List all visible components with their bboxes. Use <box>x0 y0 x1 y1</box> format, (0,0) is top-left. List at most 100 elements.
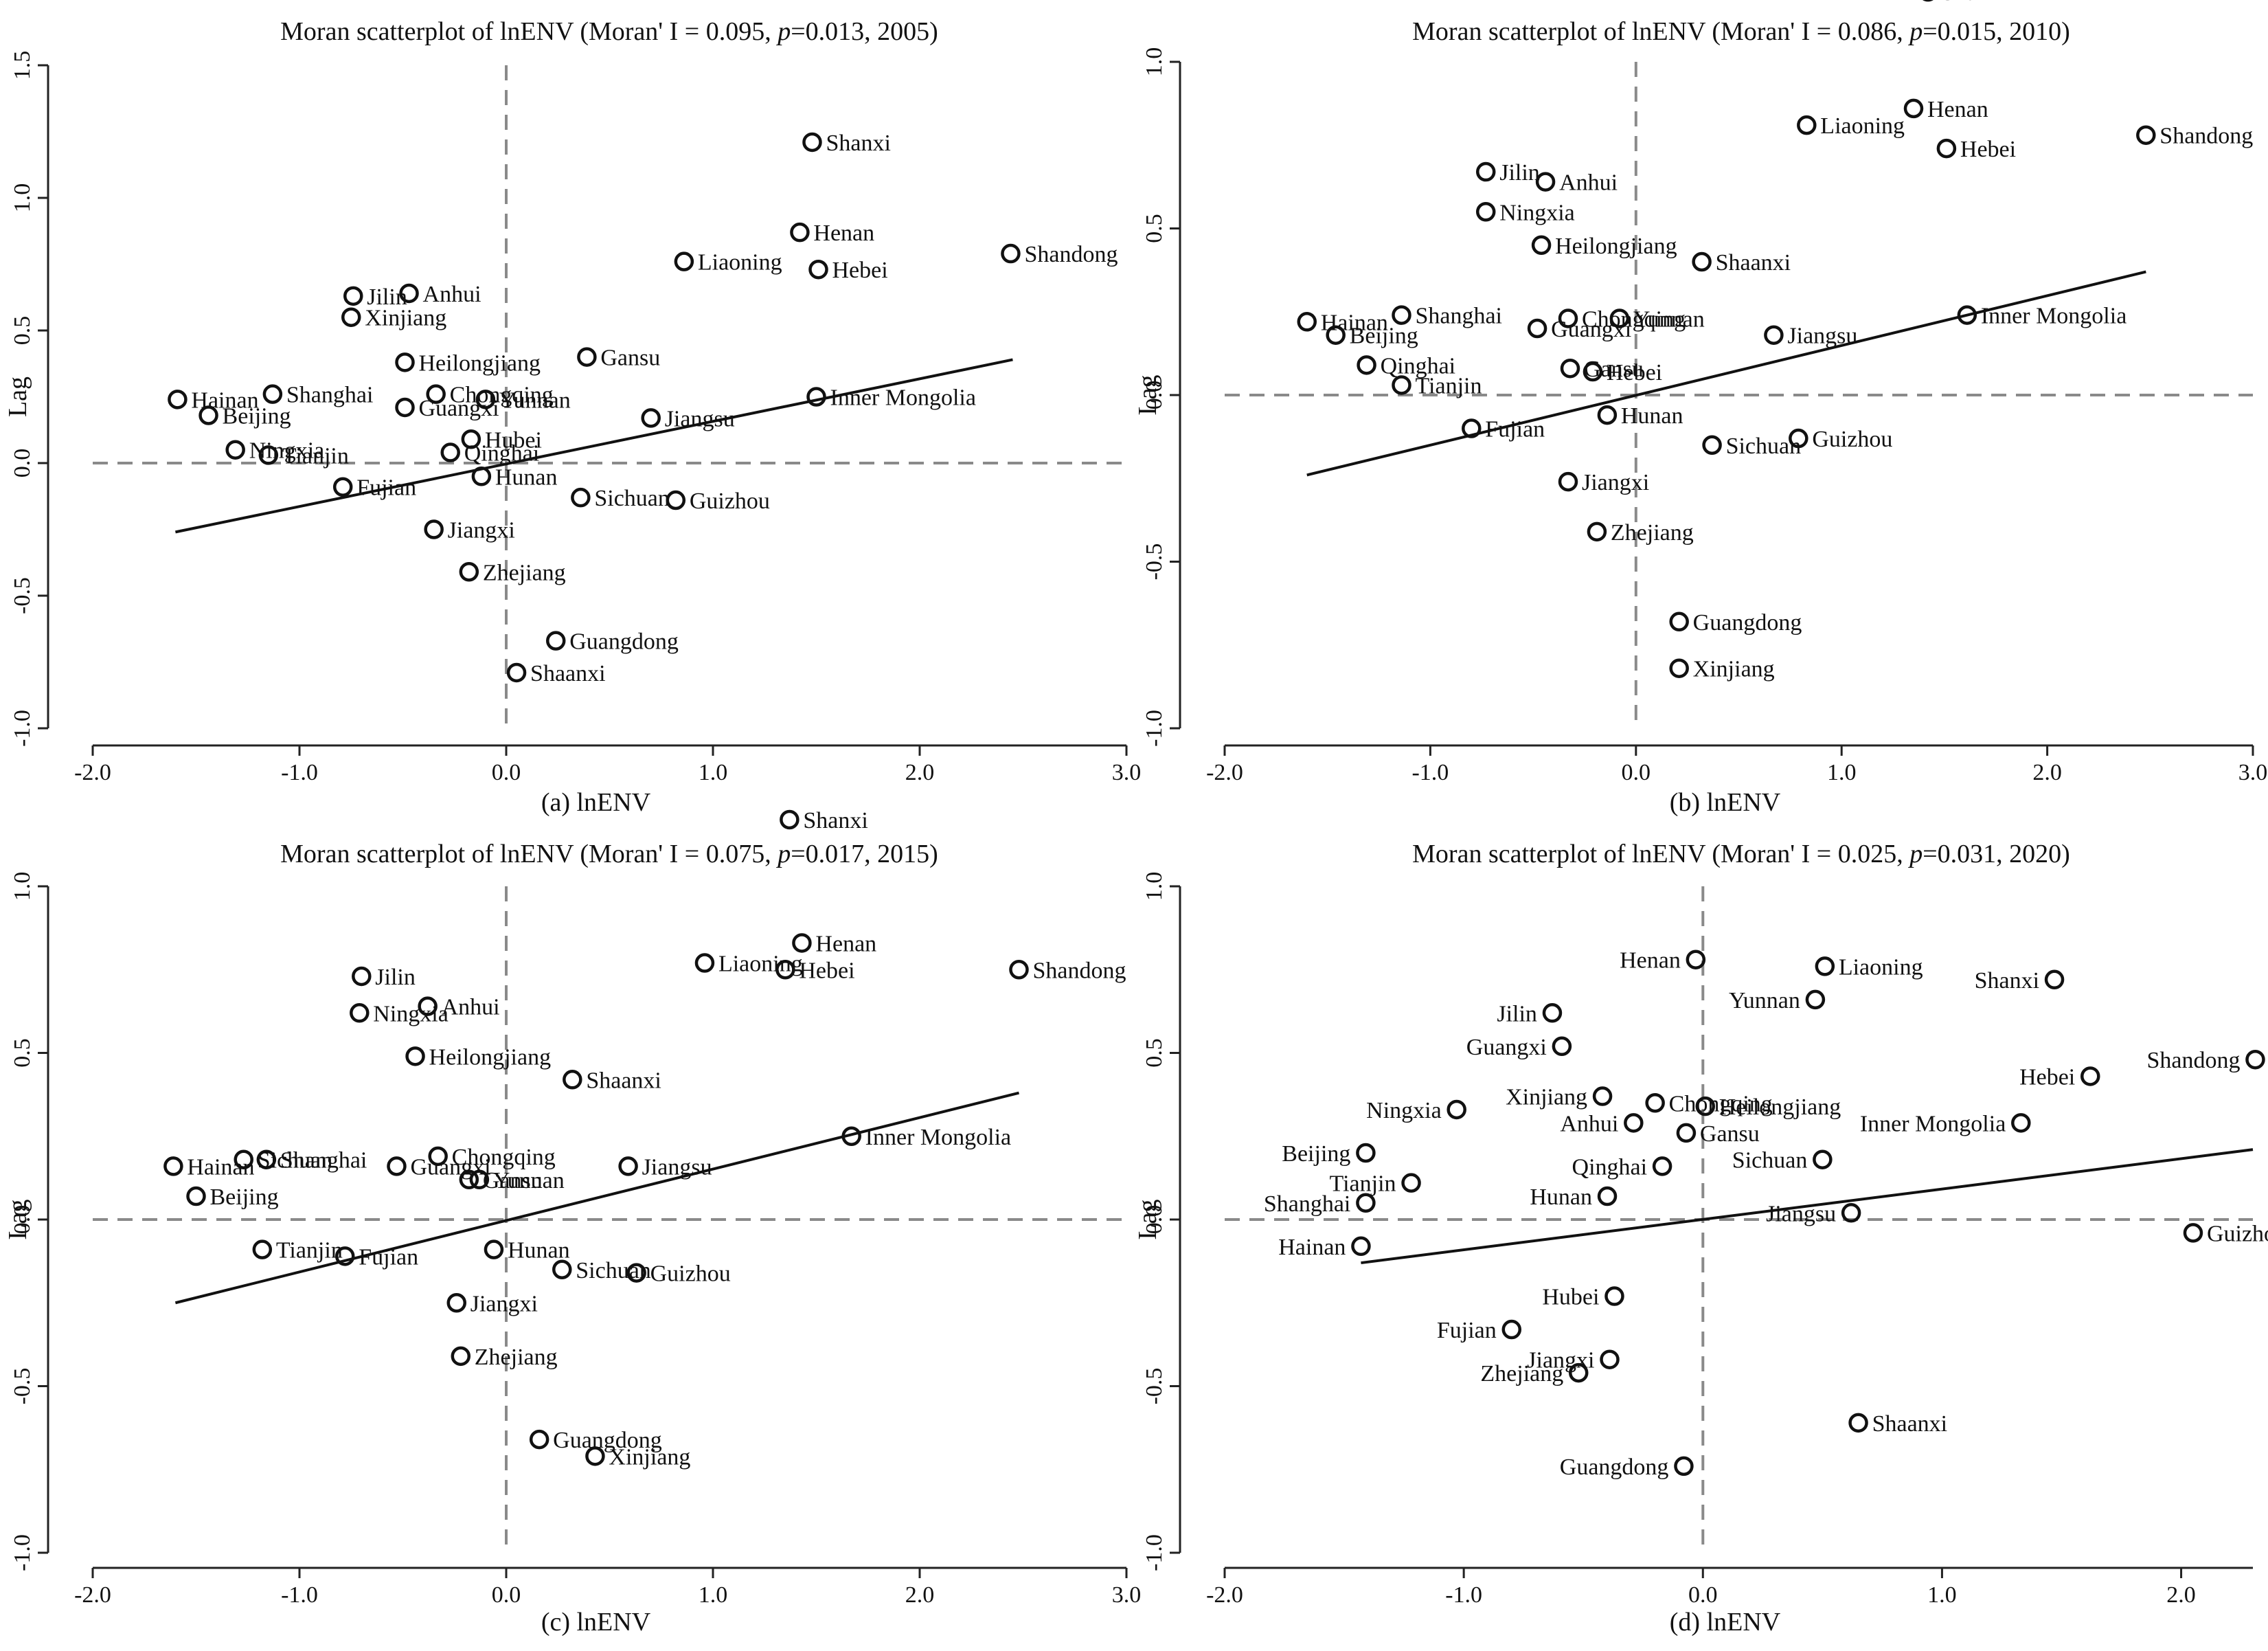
data-point <box>471 467 492 486</box>
point-label: Jilin <box>375 965 416 990</box>
data-point <box>1401 1173 1421 1193</box>
data-point <box>585 1446 605 1466</box>
point-label: Zhejiang <box>483 560 566 585</box>
point-label: Liaoning <box>698 250 782 276</box>
point-label: Chongqing <box>1669 1091 1773 1116</box>
data-point <box>2044 969 2065 990</box>
data-point <box>1558 308 1578 328</box>
data-point <box>1764 325 1784 345</box>
y-axis-title: Lag <box>3 1199 32 1239</box>
data-point <box>484 1239 504 1259</box>
data-point <box>334 1246 355 1266</box>
point-label: Guizhou <box>690 488 770 514</box>
data-point <box>1841 1203 1861 1223</box>
point-label: Inner Mongolia <box>1981 304 2127 329</box>
data-point <box>1001 243 1021 264</box>
x-axis-title: (d) lnENV <box>1670 1608 1781 1637</box>
title-suffix: =0.031, 2020) <box>1923 840 2070 868</box>
point-label: Yunnan <box>1633 306 1705 332</box>
data-point <box>1676 1123 1697 1143</box>
data-point <box>563 1070 582 1090</box>
y-tick-label: -0.5 <box>1142 543 1167 581</box>
point-label: Henan <box>1620 948 1681 974</box>
x-tick-label: 0.0 <box>1688 1582 1718 1608</box>
point-label: Jiangxi <box>1582 470 1649 495</box>
point-label: Shaanxi <box>586 1068 661 1093</box>
data-point <box>405 1046 425 1066</box>
point-label: Hunan <box>508 1238 570 1263</box>
data-point <box>1009 960 1029 980</box>
x-axis-title: (a) lnENV <box>541 788 651 817</box>
data-point <box>626 1263 646 1283</box>
data-point <box>618 1156 638 1176</box>
x-tick-label: 2.0 <box>2032 760 2062 785</box>
x-tick-label: -2.0 <box>74 760 111 785</box>
data-point <box>1674 1456 1694 1476</box>
point-label: Hebei <box>1607 360 1662 385</box>
point-label: Guangxi <box>1551 317 1631 342</box>
point-label: Guizhou <box>1812 427 1892 452</box>
point-label: Qinghai <box>1381 353 1456 379</box>
point-label: Hebei <box>832 258 888 283</box>
point-label: Hunan <box>1621 403 1683 429</box>
y-tick-label: 1.5 <box>10 51 35 80</box>
y-tick-label: 0.0 <box>10 449 35 478</box>
y-tick-label: 0.5 <box>1142 1038 1167 1068</box>
y-tick-label: -0.5 <box>1142 1368 1167 1405</box>
point-label: Shanghai <box>286 383 374 408</box>
data-point <box>1957 305 1977 325</box>
point-label: Jiangxi <box>1527 1348 1594 1373</box>
data-point <box>1356 1143 1376 1163</box>
point-label: Inner Mongolia <box>865 1125 1011 1150</box>
data-point <box>256 1149 277 1169</box>
data-point <box>424 519 444 539</box>
data-point <box>1848 1413 1868 1433</box>
point-label: Ningxia <box>373 1001 449 1026</box>
y-tick-label: 0.5 <box>10 1038 35 1068</box>
x-tick-label: 3.0 <box>1112 1582 1142 1608</box>
data-point <box>258 445 279 465</box>
point-label: Hainan <box>1278 1235 1346 1260</box>
data-point <box>1936 138 1957 159</box>
point-label: Guangdong <box>553 1428 662 1453</box>
point-label: Tianjin <box>1415 373 1482 398</box>
data-point <box>446 1293 467 1313</box>
data-point <box>1297 312 1317 332</box>
point-label: Hebei <box>2019 1064 2075 1090</box>
x-tick-label: 2.0 <box>905 1582 935 1608</box>
point-label: Yunnan <box>499 388 571 413</box>
point-label: Ningxia <box>1366 1098 1442 1123</box>
point-label: Beijing <box>223 404 291 429</box>
data-point <box>475 390 496 409</box>
point-label: Liaoning <box>1820 113 1905 139</box>
point-label: Hunan <box>1530 1184 1592 1210</box>
point-label: Sichuan <box>594 486 670 511</box>
y-tick-label: 1.0 <box>1142 872 1167 901</box>
data-point <box>1813 1149 1833 1169</box>
x-tick-label: 0.0 <box>492 1582 521 1608</box>
regression-line <box>1361 1148 2254 1265</box>
title-prefix: Moran scatterplot of lnENV (Moran' I = 0… <box>1412 17 1909 46</box>
data-point <box>545 631 566 651</box>
point-label: Hubei <box>485 427 542 453</box>
data-point <box>1462 418 1482 438</box>
data-point <box>332 477 353 497</box>
point-label: Qinghai <box>464 441 540 467</box>
data-point <box>343 286 363 306</box>
x-tick-label: 2.0 <box>2166 1582 2196 1608</box>
data-point <box>506 662 527 683</box>
data-point <box>186 1186 206 1206</box>
data-point <box>168 390 188 409</box>
point-label: Heilongjiang <box>1555 234 1677 259</box>
point-label: Gansu <box>1584 357 1644 382</box>
data-point <box>1815 956 1835 976</box>
data-point <box>234 1149 253 1169</box>
point-label: Anhui <box>1560 1111 1618 1136</box>
y-axis-title: Lag <box>1133 374 1162 415</box>
data-point <box>2136 125 2156 145</box>
point-label: Xinjiang <box>1693 657 1775 682</box>
point-label: Guizhou <box>2207 1221 2268 1246</box>
y-tick-label: 1.0 <box>1142 47 1167 77</box>
data-point <box>2183 1223 2203 1243</box>
point-label: Shaanxi <box>1872 1411 1948 1437</box>
